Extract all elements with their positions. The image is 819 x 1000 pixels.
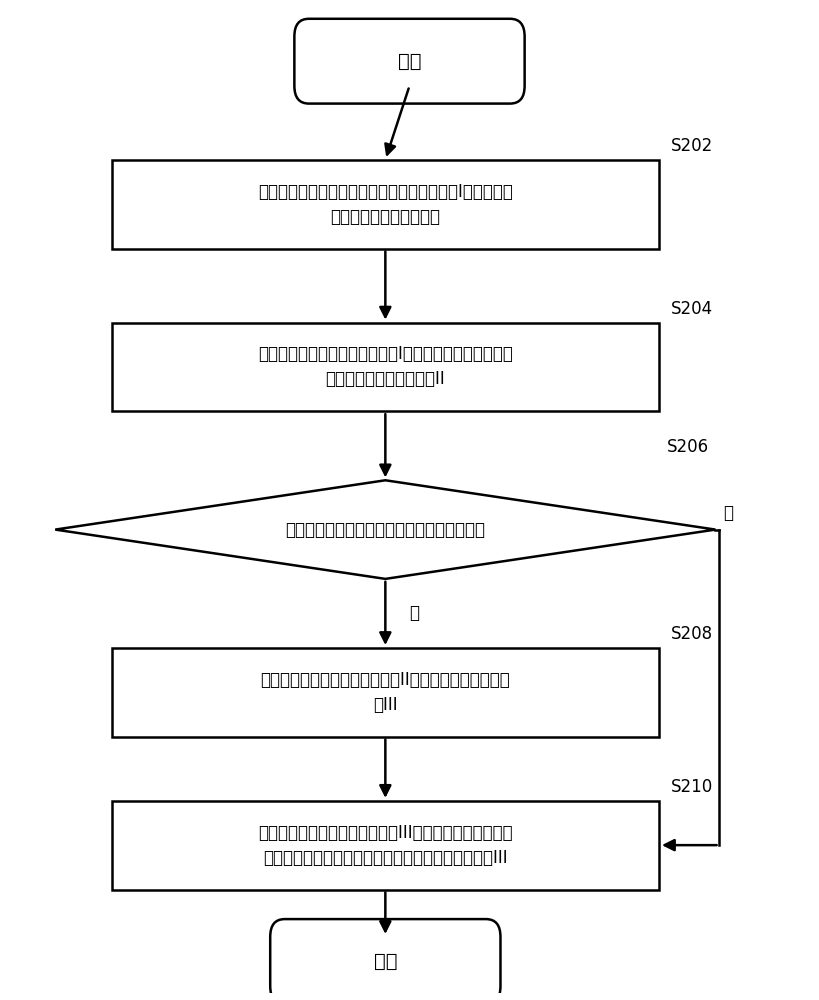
Text: 开始: 开始 [398, 52, 421, 71]
Bar [111, 648, 659, 737]
Text: S206: S206 [667, 438, 709, 456]
Text: 云端服务器将用户使用记录信息III推送至第二应用程序客
户端或第二应用程序客户端请求到用户使用记录信息III: 云端服务器将用户使用记录信息III推送至第二应用程序客 户端或第二应用程序客户端… [258, 824, 513, 867]
Text: S208: S208 [671, 625, 713, 643]
Text: 收集第一应用程序客户端的用户使用记录信息I及其对应的
时间戳并上传云端服务器: 收集第一应用程序客户端的用户使用记录信息I及其对应的 时间戳并上传云端服务器 [258, 183, 513, 226]
Text: 结束: 结束 [373, 952, 397, 971]
Text: 云端服务器对用户使用记录信息I及其对应的时间戳进行处
理得到用户使用记录信息II: 云端服务器对用户使用记录信息I及其对应的时间戳进行处 理得到用户使用记录信息II [258, 345, 513, 388]
Bar [111, 801, 659, 890]
Text: 云端服务器将用户使用记录信息II转换为用户使用记录信
息III: 云端服务器将用户使用记录信息II转换为用户使用记录信 息III [260, 671, 510, 714]
FancyBboxPatch shape [294, 19, 525, 104]
Text: S204: S204 [671, 300, 713, 318]
Text: 是: 是 [410, 604, 419, 622]
Polygon shape [55, 480, 716, 579]
FancyBboxPatch shape [270, 919, 500, 1000]
Text: 否: 否 [723, 504, 734, 522]
Text: S202: S202 [671, 137, 713, 155]
Text: 判断第二终端设备是否与第一终端设备相关联: 判断第二终端设备是否与第一终端设备相关联 [285, 521, 486, 539]
Bar [111, 160, 659, 249]
Text: S210: S210 [671, 778, 713, 796]
Bar [111, 322, 659, 411]
